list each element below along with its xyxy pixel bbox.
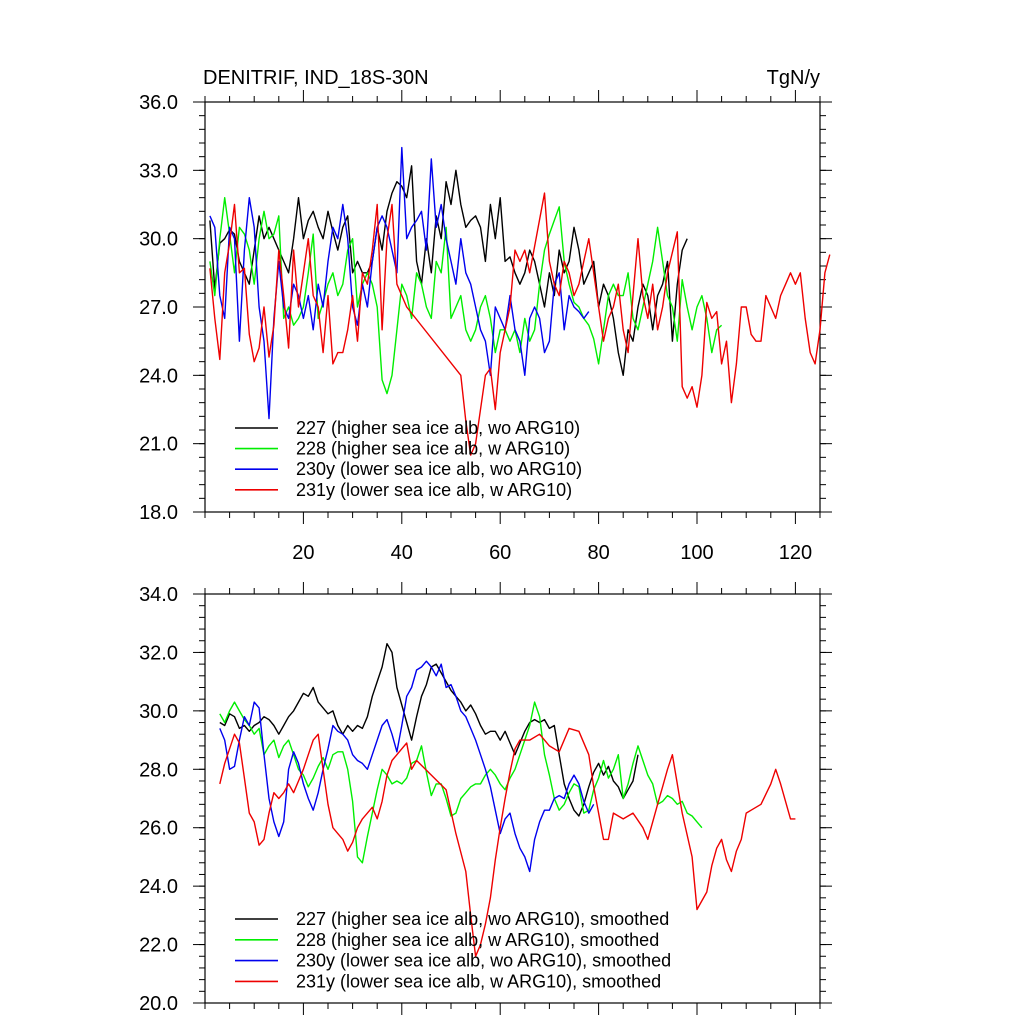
- top-legend: 227 (higher sea ice alb, wo ARG10)228 (h…: [235, 418, 582, 500]
- top-series-line-1: [209, 196, 723, 395]
- bottom-ytick-label: 34.0: [139, 584, 178, 606]
- bottom-series-line-2: [219, 660, 595, 873]
- top-xtick-label: 40: [391, 542, 413, 564]
- bottom-series-line-3: [219, 727, 796, 957]
- bottom-plot-frame: [204, 593, 821, 1004]
- bottom-legend-label-0: 227 (higher sea ice alb, wo ARG10), smoo…: [296, 909, 669, 929]
- top-legend-label-0: 227 (higher sea ice alb, wo ARG10): [296, 418, 580, 438]
- top-ytick-label: 24.0: [139, 365, 178, 387]
- top-ytick-label: 21.0: [139, 434, 178, 456]
- top-xtick-label: 120: [779, 542, 812, 564]
- top-ytick-label: 33.0: [139, 160, 178, 182]
- bottom-ytick-label: 24.0: [139, 876, 178, 898]
- top-legend-label-3: 231y (lower sea ice alb, w ARG10): [296, 480, 572, 500]
- top-chart-panel: 18.0 21.0 24.0 27.0 30.0 33.0 36.0 20 40 60 80 100 1…: [139, 90, 832, 564]
- bottom-legend: 227 (higher sea ice alb, wo ARG10), smoo…: [235, 909, 671, 991]
- top-chart-title: DENITRIF, IND_18S-30N: [203, 67, 429, 89]
- top-series-line-3: [209, 192, 831, 456]
- bottom-ytick-label: 26.0: [139, 818, 178, 840]
- bottom-ytick-label: 22.0: [139, 935, 178, 957]
- bottom-legend-label-3: 231y (lower sea ice alb, w ARG10), smoot…: [296, 971, 661, 991]
- top-series-line-0: [209, 165, 688, 376]
- top-chart-units: TgN/y: [767, 67, 820, 89]
- top-xtick-label: 100: [680, 542, 713, 564]
- bottom-ytick-label: 28.0: [139, 759, 178, 781]
- bottom-chart-panel: 20.0 22.0 24.0 26.0 28.0 30.0 32.0 34.0 227 (hig…: [139, 582, 832, 1015]
- top-xtick-label: 20: [292, 542, 314, 564]
- top-legend-label-2: 230y (lower sea ice alb, wo ARG10): [296, 459, 582, 479]
- bottom-ytick-label: 20.0: [139, 993, 178, 1015]
- bottom-ytick-label: 32.0: [139, 642, 178, 664]
- bottom-legend-label-1: 228 (higher sea ice alb, w ARG10), smoot…: [296, 930, 659, 950]
- top-ytick-label: 27.0: [139, 297, 178, 319]
- top-xtick-label: 80: [587, 542, 609, 564]
- top-ytick-label: 36.0: [139, 92, 178, 114]
- top-legend-label-1: 228 (higher sea ice alb, w ARG10): [296, 439, 570, 459]
- top-xtick-label: 60: [489, 542, 511, 564]
- top-ytick-label: 30.0: [139, 229, 178, 251]
- bottom-legend-label-2: 230y (lower sea ice alb, wo ARG10), smoo…: [296, 951, 671, 971]
- top-ytick-label: 18.0: [139, 502, 178, 524]
- bottom-ytick-label: 30.0: [139, 701, 178, 723]
